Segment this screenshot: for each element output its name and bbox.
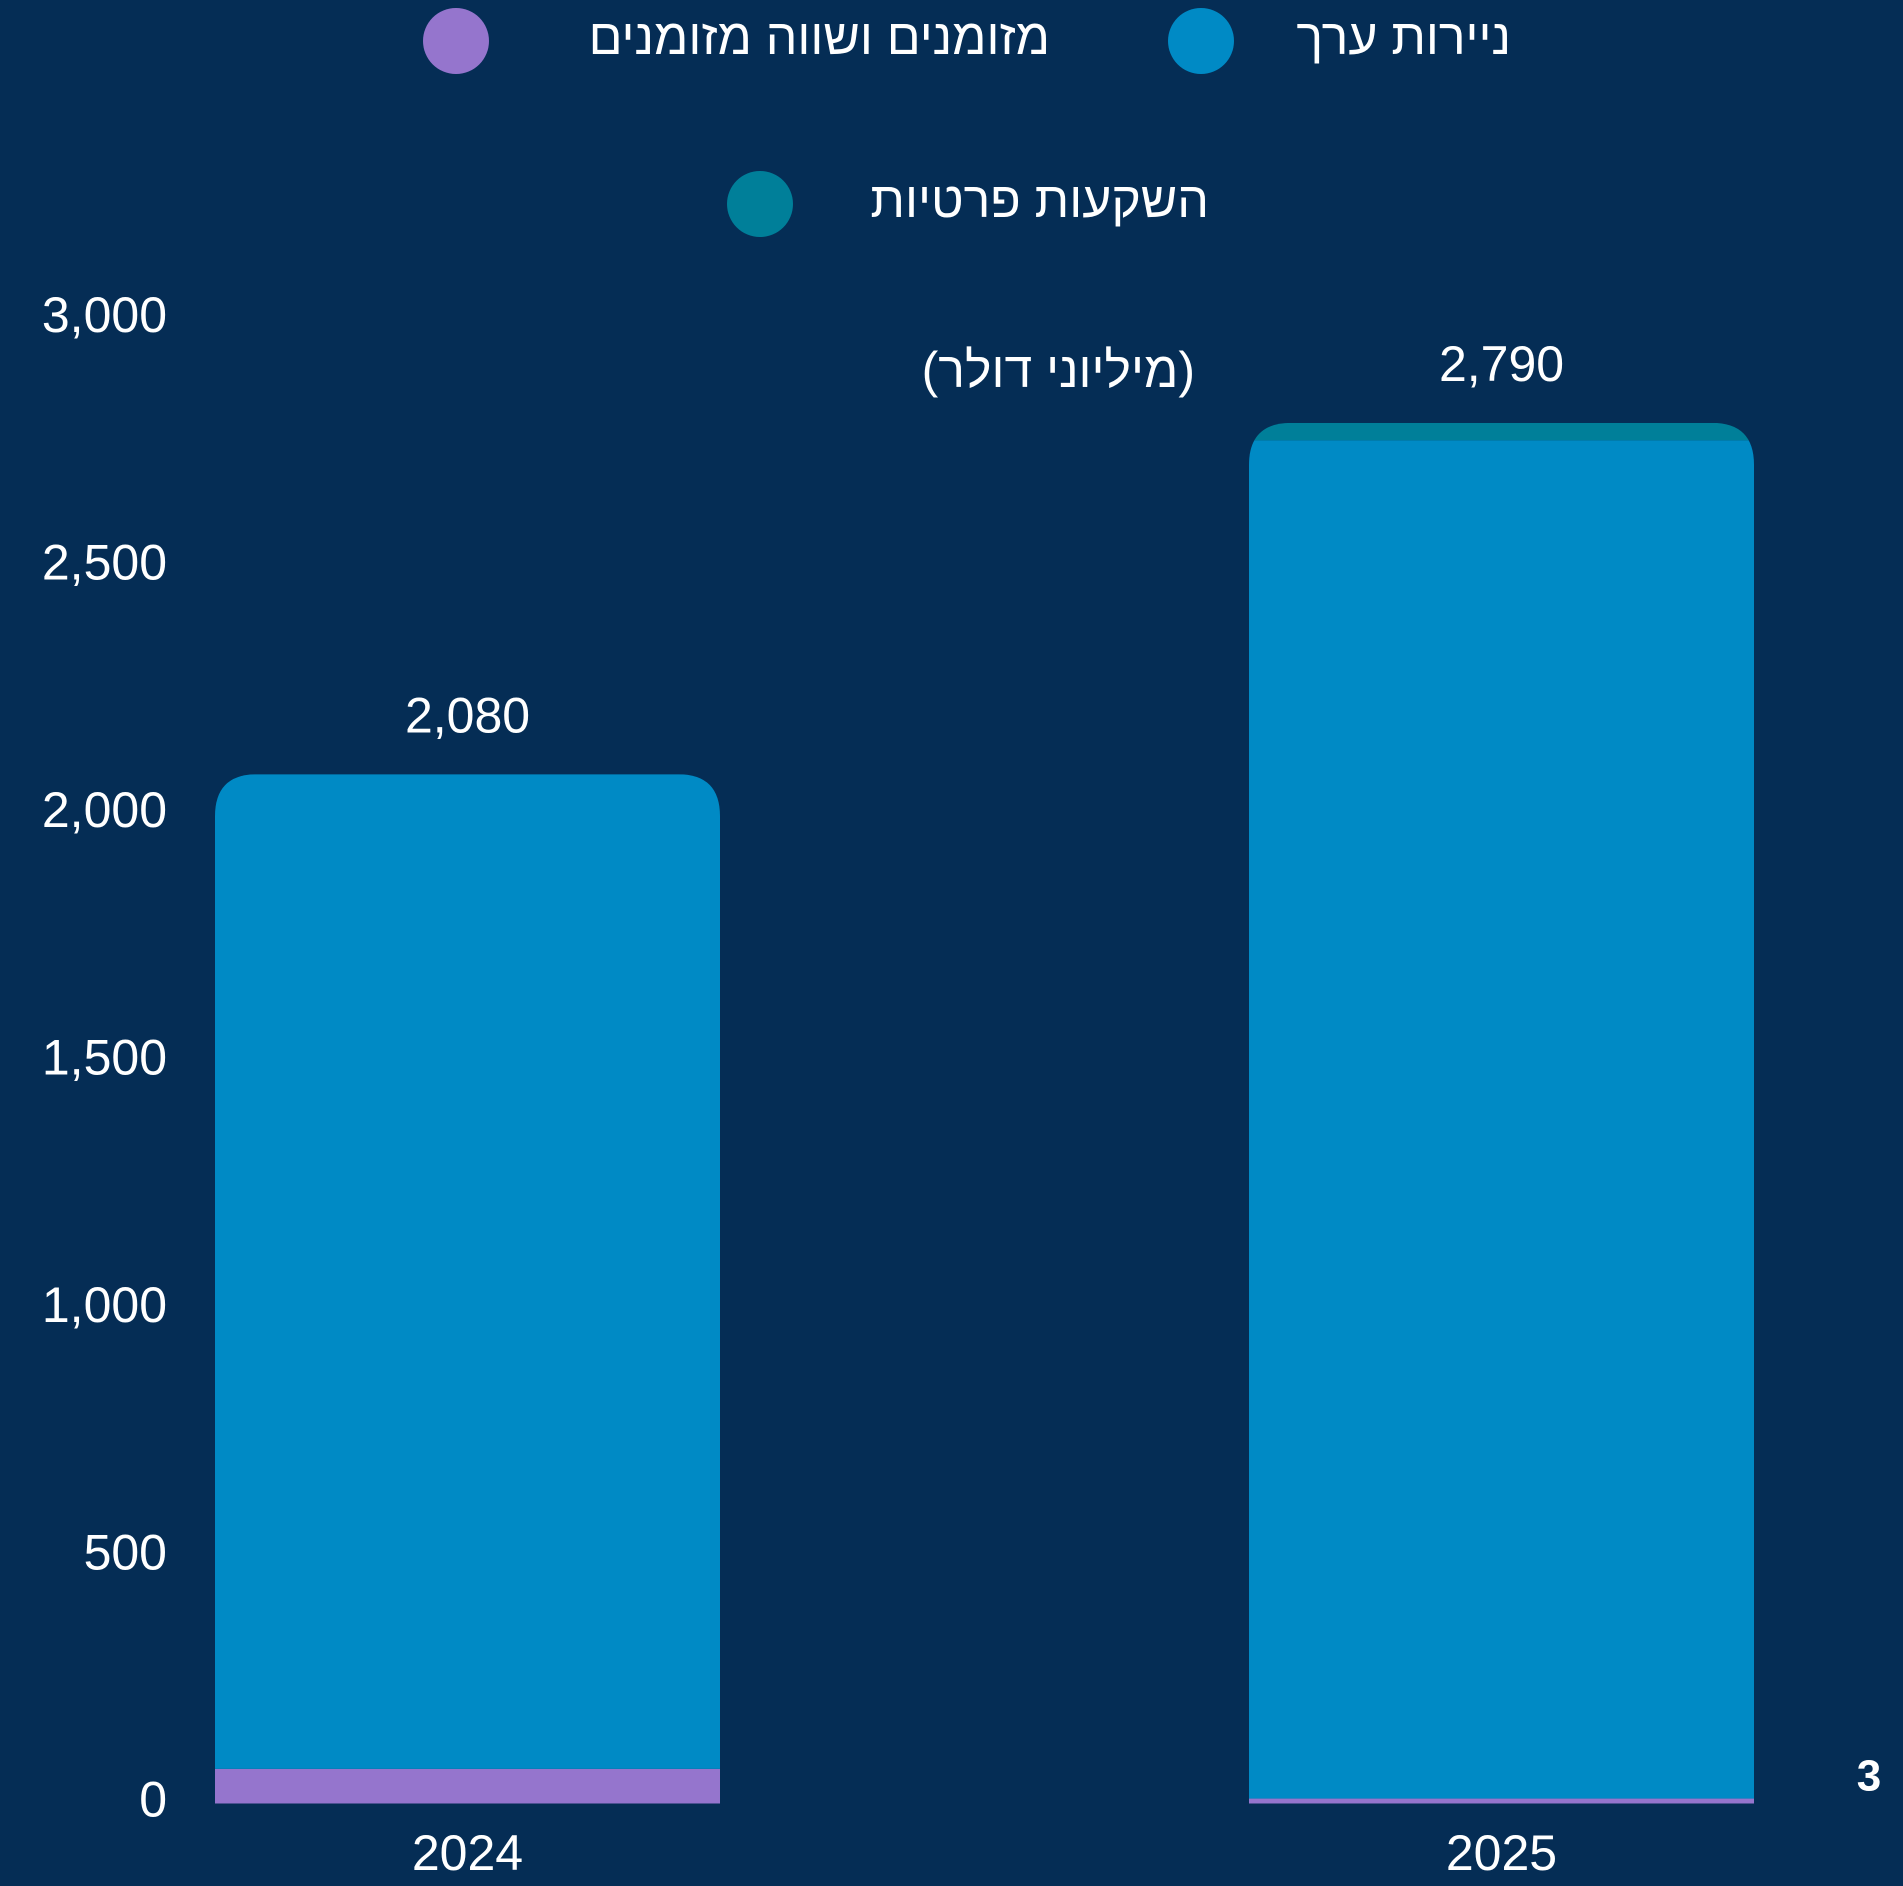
- y-tick-label: 500: [84, 1524, 167, 1580]
- unit-label: (מיליוני דולר): [922, 342, 1195, 398]
- legend-swatch: [1168, 8, 1234, 74]
- bar-segment: [215, 774, 720, 1769]
- bar-group: [215, 774, 720, 1804]
- total-label: 2,080: [405, 687, 530, 743]
- legend-label: השקעות פרטיות: [870, 172, 1209, 228]
- bar-segment: [1249, 422, 1754, 441]
- y-tick-label: 1,000: [42, 1277, 167, 1333]
- y-tick-label: 1,500: [42, 1029, 167, 1085]
- bar-group: [1249, 422, 1754, 1804]
- page-number: 3: [1857, 1752, 1881, 1801]
- y-tick-label: 2,500: [42, 535, 167, 591]
- category-label: 2025: [1446, 1825, 1557, 1881]
- category-label: 2024: [412, 1825, 523, 1881]
- total-label: 2,790: [1439, 336, 1564, 392]
- y-tick-label: 3,000: [42, 287, 167, 343]
- legend-label: מזומנים ושווה מזומנים: [589, 9, 1050, 65]
- y-tick-label: 2,000: [42, 782, 167, 838]
- legend-swatch: [727, 171, 793, 237]
- legend-swatch: [423, 8, 489, 74]
- legend-label: ניירות ערך: [1296, 9, 1511, 65]
- bar-segment: [1249, 1798, 1754, 1804]
- bar-segment: [1249, 440, 1754, 1799]
- y-tick-label: 0: [139, 1772, 167, 1828]
- bar-segment: [215, 1768, 720, 1804]
